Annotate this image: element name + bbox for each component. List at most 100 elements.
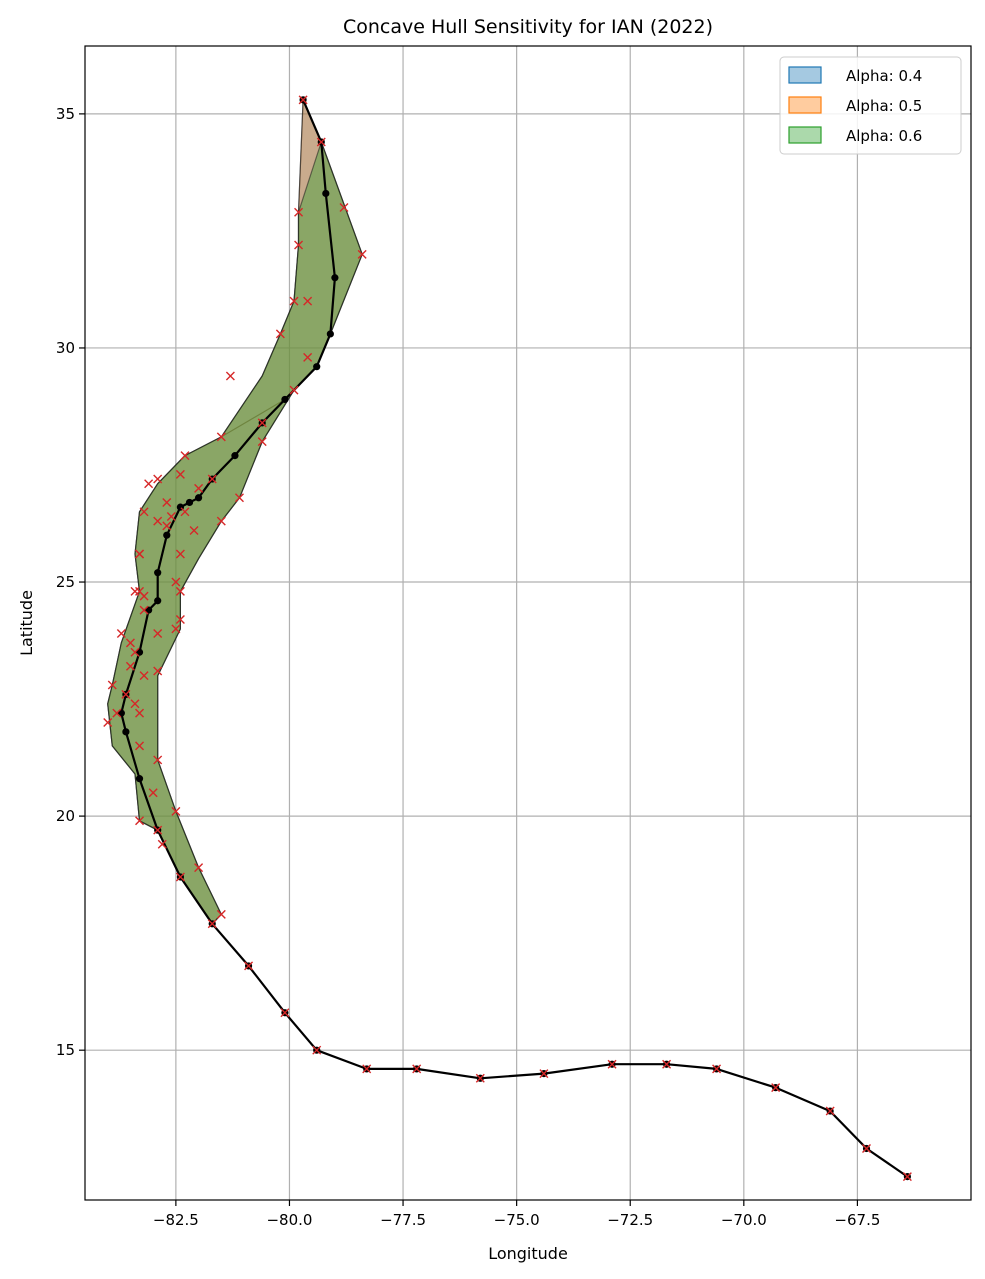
observation-marker <box>357 249 367 259</box>
track-point <box>163 531 171 539</box>
x-tick-label: −70.0 <box>721 1211 767 1229</box>
y-tick-label: 25 <box>56 573 75 591</box>
legend-label-2: Alpha: 0.5 <box>846 97 922 115</box>
observation-marker <box>316 137 326 147</box>
observation-marker <box>289 296 299 306</box>
observation-marker <box>135 549 145 559</box>
observation-marker <box>166 511 176 521</box>
legend-label-3: Alpha: 0.6 <box>846 127 922 145</box>
observation-marker <box>171 806 181 816</box>
legend-label-1: Alpha: 0.4 <box>846 67 922 85</box>
observation-marker <box>257 437 267 447</box>
observation-marker <box>148 788 158 798</box>
observation-marker <box>125 638 135 648</box>
observation-marker <box>662 1059 672 1069</box>
track-point <box>313 363 321 371</box>
observation-marker <box>112 708 122 718</box>
observation-marker <box>712 1064 722 1074</box>
observation-marker <box>144 479 154 489</box>
observation-marker <box>289 385 299 395</box>
observation-marker <box>257 418 267 428</box>
observation-marker <box>475 1073 485 1083</box>
track-point <box>331 274 339 282</box>
observation-marker <box>180 451 190 461</box>
observation-marker <box>135 816 145 826</box>
observation-marker <box>539 1069 549 1079</box>
x-axis-title: Longitude <box>488 1244 568 1263</box>
plot-frame <box>84 45 972 1201</box>
observation-marker <box>180 507 190 517</box>
legend-swatch-3 <box>788 126 822 144</box>
observation-marker <box>303 296 313 306</box>
observation-marker <box>171 577 181 587</box>
observation-marker <box>171 624 181 634</box>
observation-marker <box>412 1064 422 1074</box>
observation-marker <box>130 586 140 596</box>
track-point <box>154 597 162 605</box>
observation-marker <box>153 629 163 639</box>
legend-swatch-1 <box>788 66 822 84</box>
observation-marker <box>862 1144 871 1153</box>
track-point <box>281 395 289 404</box>
observation-marker <box>189 526 199 536</box>
observation-marker <box>207 474 217 484</box>
observation-marker <box>298 95 308 105</box>
legend: Alpha: 0.4 Alpha: 0.5 Alpha: 0.6 <box>779 56 962 155</box>
observation-marker <box>607 1059 617 1069</box>
y-tick-label: 30 <box>56 339 75 357</box>
track-point <box>185 498 194 507</box>
observation-marker <box>162 521 172 531</box>
y-tick-label: 20 <box>56 807 75 825</box>
observation-marker <box>303 352 313 362</box>
observation-marker <box>175 549 185 559</box>
observation-marker <box>153 516 163 526</box>
x-tick-label: −72.5 <box>607 1211 653 1229</box>
track-point <box>154 569 162 577</box>
x-tick-label: −82.5 <box>153 1211 199 1229</box>
observation-marker <box>234 493 244 503</box>
observation-marker <box>107 680 117 690</box>
observation-marker <box>153 474 163 484</box>
y-axis-title: Latitude <box>17 590 36 656</box>
grid <box>85 46 971 1200</box>
observation-marker <box>139 507 149 517</box>
track-point <box>135 775 144 783</box>
observation-marker <box>244 961 254 971</box>
observation-marker <box>194 483 204 493</box>
observation-marker <box>153 825 163 835</box>
observation-marker <box>216 909 226 919</box>
observation-marker <box>216 516 226 526</box>
observation-marker <box>135 741 145 751</box>
track-point <box>194 494 203 502</box>
observation-marker <box>275 329 285 339</box>
observation-marker <box>135 708 145 718</box>
observation-marker <box>207 919 217 929</box>
observation-marker <box>175 469 185 479</box>
observation-marker <box>294 240 304 250</box>
observation-marker <box>139 605 149 615</box>
x-tick-label: −67.5 <box>834 1211 880 1229</box>
y-tick-label: 35 <box>56 105 75 123</box>
observation-marker <box>162 497 172 507</box>
observation-marker <box>825 1106 835 1116</box>
observation-marker <box>362 1064 372 1074</box>
legend-box <box>779 56 962 155</box>
chart-title: Concave Hull Sensitivity for IAN (2022) <box>343 16 713 38</box>
observation-marker <box>130 699 140 709</box>
observation-marker <box>216 432 226 442</box>
track-point <box>231 452 239 460</box>
observation-marker <box>116 629 126 639</box>
x-tick-label: −75.0 <box>494 1211 540 1229</box>
observation-marker <box>175 586 185 596</box>
observation-marker <box>339 203 349 213</box>
track-point <box>122 728 130 736</box>
observation-marker <box>280 1008 290 1018</box>
observation-points <box>103 95 912 1182</box>
x-tick-label: −80.0 <box>266 1211 312 1229</box>
observation-marker <box>175 614 185 624</box>
observation-marker <box>103 717 113 727</box>
observation-marker <box>157 839 167 849</box>
observation-marker <box>294 207 304 217</box>
legend-swatch-2 <box>788 96 822 114</box>
x-tick-label: −77.5 <box>380 1211 426 1229</box>
